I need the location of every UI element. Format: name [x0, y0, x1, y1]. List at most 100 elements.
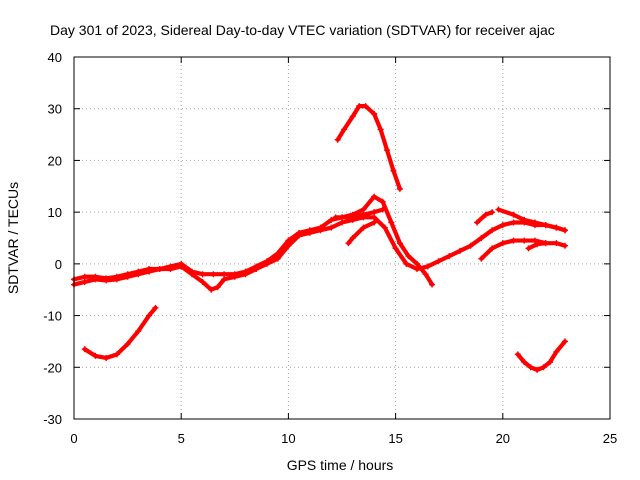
- data-point: [542, 222, 549, 229]
- data-point: [317, 224, 324, 231]
- data-point: [405, 253, 412, 260]
- data-point: [553, 224, 560, 231]
- data-point: [328, 216, 335, 223]
- data-point: [371, 214, 378, 221]
- data-point: [285, 237, 292, 244]
- x-tick-label: 5: [178, 431, 185, 446]
- x-tick-label: 10: [281, 431, 295, 446]
- data-point: [388, 219, 395, 226]
- data-point: [113, 273, 120, 280]
- data-point: [390, 167, 397, 174]
- data-point: [253, 263, 260, 270]
- data-point: [214, 284, 221, 291]
- series-arc-10: [514, 338, 568, 373]
- data-point: [478, 255, 485, 262]
- data-point: [167, 263, 174, 270]
- data-point: [384, 147, 391, 154]
- series-arc-9: [495, 206, 568, 234]
- data-point: [124, 271, 131, 278]
- data-point: [540, 364, 547, 371]
- data-point: [521, 359, 528, 366]
- data-point: [379, 198, 386, 205]
- data-point: [178, 260, 185, 267]
- data-point: [103, 275, 110, 282]
- series-arc-2: [71, 193, 436, 288]
- data-point: [381, 224, 388, 231]
- data-point: [334, 136, 341, 143]
- data-point: [103, 354, 110, 361]
- data-point: [446, 253, 453, 260]
- data-point: [467, 242, 474, 249]
- data-point: [146, 266, 153, 273]
- data-point: [521, 216, 528, 223]
- series-line: [515, 339, 568, 372]
- y-tick-label: 0: [55, 257, 62, 272]
- data-point: [527, 364, 534, 371]
- y-tick-label: -30: [43, 412, 62, 427]
- data-point: [414, 260, 421, 267]
- data-point: [81, 278, 88, 285]
- series-layer: [71, 103, 568, 373]
- data-point: [274, 250, 281, 257]
- data-point: [349, 214, 356, 221]
- series-arc-8: [474, 209, 496, 226]
- data-point: [561, 338, 568, 345]
- data-point: [92, 273, 99, 280]
- data-point: [456, 247, 463, 254]
- data-point: [482, 211, 489, 218]
- y-tick-label: 30: [48, 102, 62, 117]
- data-point: [435, 258, 442, 265]
- series-arc-4: [334, 103, 403, 192]
- data-point: [474, 219, 481, 226]
- y-tick-label: 40: [48, 50, 62, 65]
- data-point: [371, 219, 378, 226]
- series-arc-3: [81, 304, 159, 361]
- data-point: [499, 222, 506, 229]
- data-point: [525, 245, 532, 252]
- data-point: [124, 341, 131, 348]
- data-point: [542, 240, 549, 247]
- data-point: [81, 346, 88, 353]
- y-axis-label: SDTVAR / TECUs: [5, 182, 21, 294]
- data-point: [546, 359, 553, 366]
- data-point: [495, 206, 502, 213]
- data-point: [332, 214, 339, 221]
- data-point: [341, 126, 348, 133]
- data-point: [306, 227, 313, 234]
- data-point: [489, 245, 496, 252]
- data-point: [328, 224, 335, 231]
- x-tick-label: 15: [388, 431, 402, 446]
- data-point: [339, 219, 345, 226]
- series-line: [82, 305, 158, 361]
- data-point: [208, 286, 215, 293]
- series-arc-5: [332, 206, 386, 221]
- series-line: [474, 210, 495, 225]
- data-point: [92, 352, 99, 359]
- y-tick-label: 10: [48, 205, 62, 220]
- series-line: [479, 238, 568, 261]
- data-point: [489, 227, 496, 234]
- data-point: [360, 211, 367, 218]
- data-point: [371, 110, 378, 117]
- data-point: [371, 209, 378, 216]
- data-point: [379, 206, 386, 213]
- data-point: [396, 185, 403, 192]
- data-point: [377, 126, 384, 133]
- data-point: [510, 219, 517, 226]
- data-point: [81, 273, 88, 280]
- data-point: [296, 229, 303, 236]
- data-point: [188, 268, 195, 275]
- data-point: [339, 214, 345, 221]
- y-tick-label: -20: [43, 360, 62, 375]
- x-tick-label: 0: [70, 431, 77, 446]
- x-tick-label: 20: [496, 431, 510, 446]
- data-point: [553, 348, 560, 355]
- data-point: [396, 240, 403, 247]
- data-point: [349, 235, 356, 241]
- data-point: [349, 113, 356, 120]
- data-point: [392, 245, 399, 252]
- series-arc-6: [345, 219, 378, 247]
- data-point: [274, 255, 281, 262]
- data-point: [135, 328, 142, 335]
